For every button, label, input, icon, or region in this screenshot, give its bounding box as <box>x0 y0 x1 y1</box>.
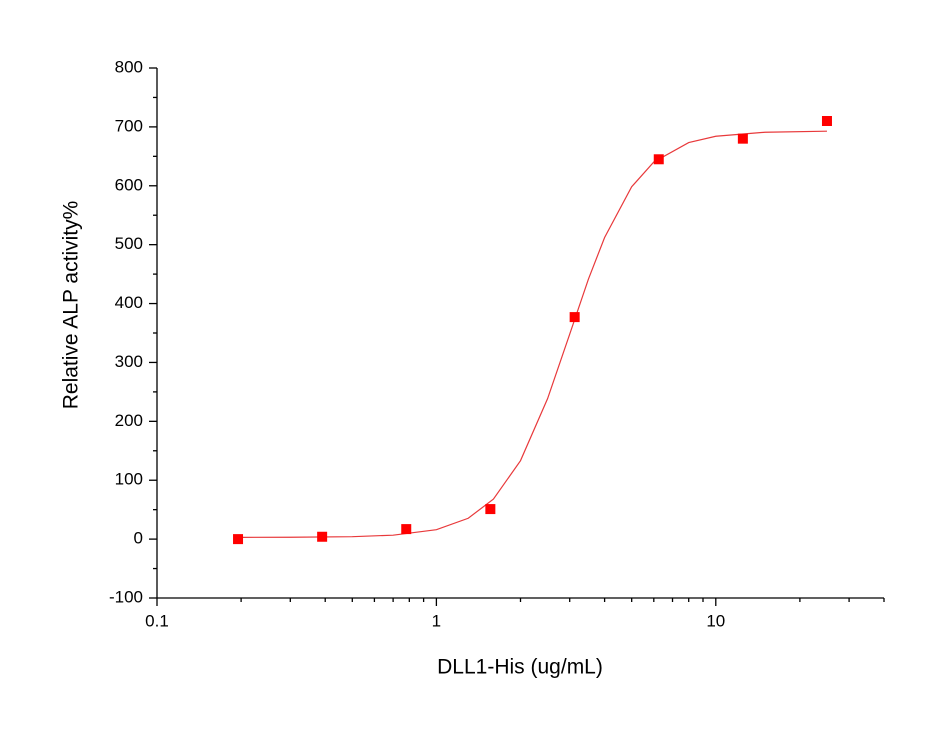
y-tick-label: -100 <box>109 587 143 606</box>
x-tick-label: 1 <box>432 611 441 630</box>
y-axis-title: Relative ALP activity% <box>60 201 83 410</box>
point <box>653 154 664 165</box>
y-tick-label: 200 <box>115 411 143 430</box>
point <box>737 133 748 144</box>
point <box>485 504 496 515</box>
x-tick-label: 0.1 <box>145 611 169 630</box>
point <box>401 524 412 535</box>
fit-curve <box>241 130 827 538</box>
point <box>821 116 832 126</box>
y-tick-label: 400 <box>115 293 143 312</box>
y-tick-label: 700 <box>115 116 143 135</box>
y-tick-label: 300 <box>115 352 143 371</box>
point <box>569 312 580 323</box>
x-axis-title: DLL1-His (ug/mL) <box>437 656 603 679</box>
y-tick-label: 800 <box>115 57 143 76</box>
point <box>317 531 328 542</box>
y-tick-label: 100 <box>115 470 143 489</box>
y-tick-label: 600 <box>115 175 143 194</box>
point <box>233 534 244 545</box>
y-tick-label: 0 <box>134 529 143 548</box>
y-tick-label: 500 <box>115 234 143 253</box>
x-tick-label: 10 <box>706 611 725 630</box>
